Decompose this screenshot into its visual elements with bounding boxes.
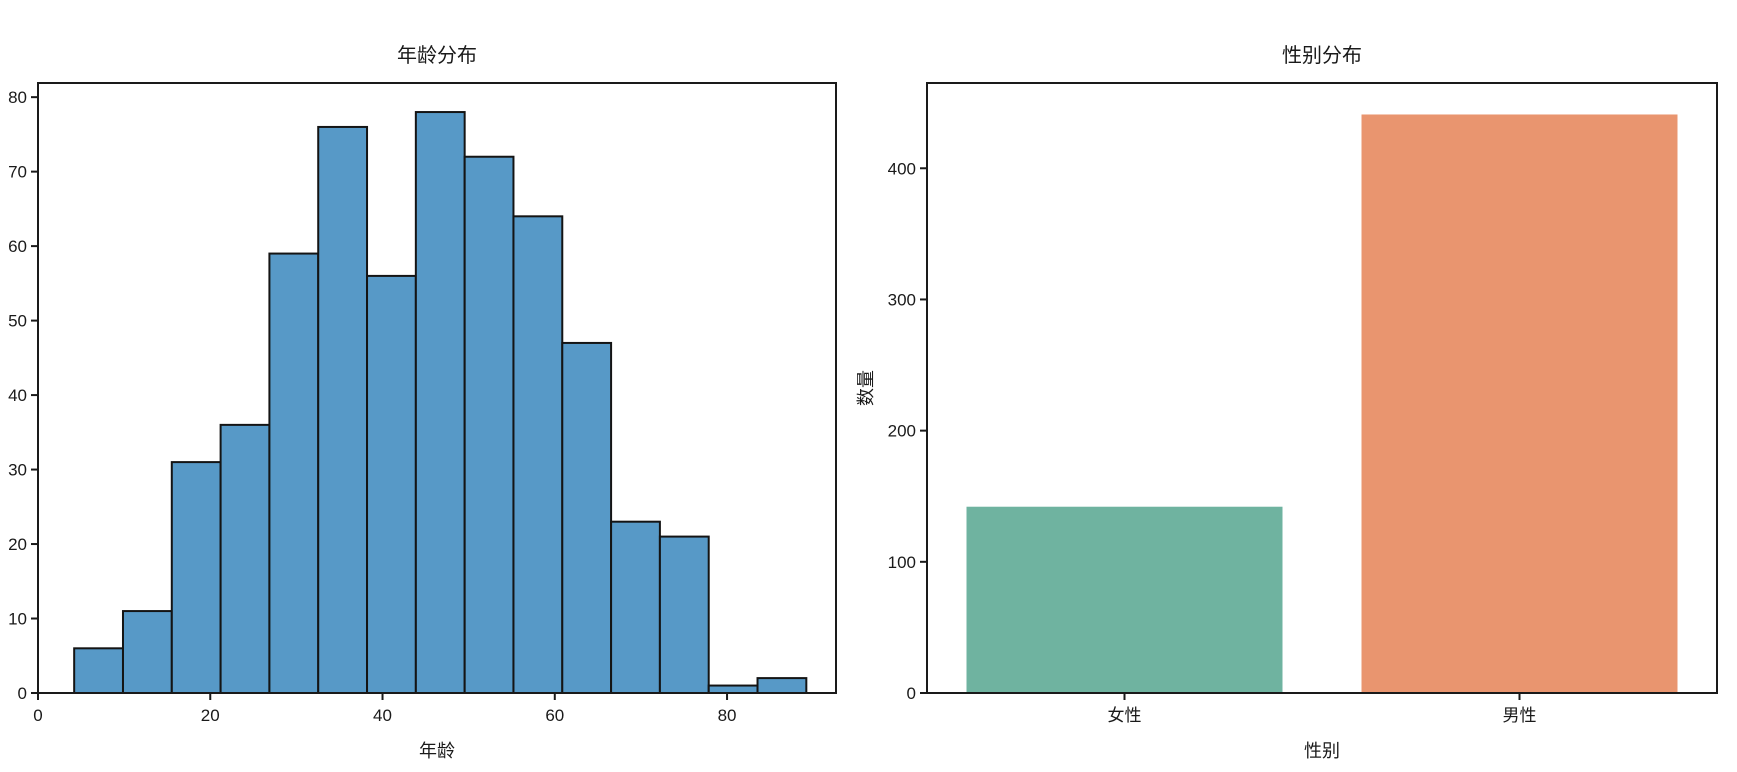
y-tick-label: 20 xyxy=(8,535,27,554)
hist-bar xyxy=(219,423,271,694)
hist-bar xyxy=(170,461,222,694)
y-tick-label: 60 xyxy=(8,237,27,256)
y-tick-label: 200 xyxy=(888,422,916,441)
hist-bar xyxy=(268,252,320,695)
y-tick-label: 80 xyxy=(8,88,27,107)
x-tick-label: 0 xyxy=(33,706,42,725)
hist-bar xyxy=(121,610,173,694)
hist-bar xyxy=(610,520,661,695)
hist-bar xyxy=(463,155,515,694)
y-tick-label: 40 xyxy=(8,386,27,405)
y-tick-label: 300 xyxy=(888,290,916,309)
x-axis-label: 年龄 xyxy=(419,741,455,761)
axes-frame xyxy=(37,82,837,694)
x-axis-label: 性别 xyxy=(1304,741,1340,761)
y-axis-label: 数量 xyxy=(856,370,876,406)
hist-bar xyxy=(317,125,369,694)
y-tick-label: 30 xyxy=(8,461,27,480)
hist-bar xyxy=(73,647,124,694)
category-label: 男性 xyxy=(1503,706,1537,725)
hist-bar xyxy=(561,341,613,694)
y-tick-label: 0 xyxy=(18,684,27,703)
x-tick-label: 20 xyxy=(201,706,220,725)
axes-frame xyxy=(926,82,1718,694)
bar-female xyxy=(966,506,1283,693)
chart-title: 性别分布 xyxy=(1282,44,1362,67)
hist-bar xyxy=(512,215,564,694)
x-tick-label: 80 xyxy=(718,706,737,725)
y-tick-label: 100 xyxy=(888,553,916,572)
y-tick-label: 400 xyxy=(888,159,916,178)
y-tick-label: 70 xyxy=(8,163,27,182)
hist-bar xyxy=(707,684,759,694)
y-tick-label: 10 xyxy=(8,610,27,629)
category-label: 女性 xyxy=(1108,706,1142,725)
hist-bar xyxy=(366,274,417,694)
chart-title: 年龄分布 xyxy=(397,44,477,67)
bar-male xyxy=(1361,114,1678,693)
hist-bar xyxy=(756,677,808,694)
hist-bar xyxy=(414,111,466,695)
y-tick-label: 50 xyxy=(8,312,27,331)
hist-bar xyxy=(658,535,710,694)
x-tick-label: 40 xyxy=(373,706,392,725)
x-tick-label: 60 xyxy=(545,706,564,725)
y-tick-label: 0 xyxy=(907,684,916,703)
